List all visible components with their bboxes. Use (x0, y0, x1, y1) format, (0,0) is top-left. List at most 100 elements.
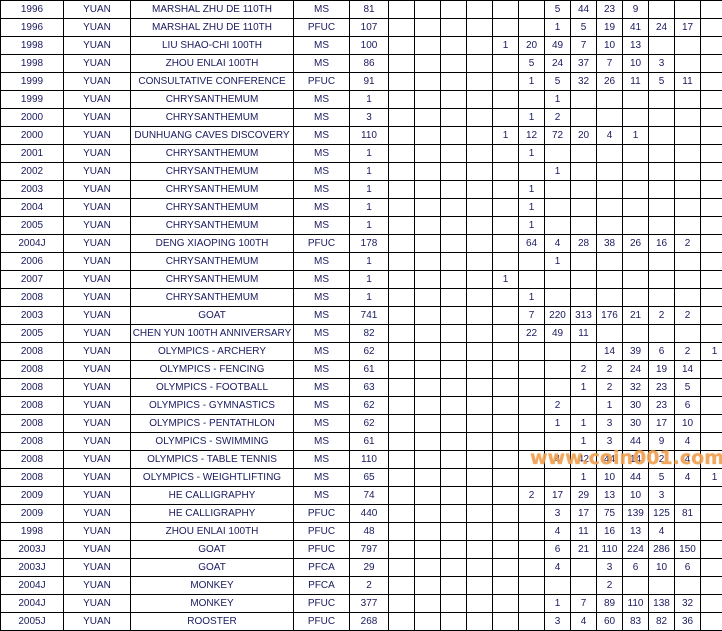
cell-grade-8: 313 (571, 307, 597, 325)
cell-grade-1 (389, 433, 415, 451)
cell-grade-12: 36 (675, 613, 701, 631)
cell-grade-1 (389, 235, 415, 253)
cell-total: 61 (350, 433, 389, 451)
cell-grade-12 (675, 271, 701, 289)
cell-grade-1 (389, 271, 415, 289)
cell-grade-3 (441, 613, 467, 631)
cell-grade-5 (493, 541, 519, 559)
cell-grade-9: 3 (597, 559, 623, 577)
cell-grade-8: 21 (571, 541, 597, 559)
cell-grade-10: 44 (623, 469, 649, 487)
cell-grade-11: 23 (649, 379, 675, 397)
cell-type: PFUC (294, 73, 350, 91)
cell-type: MS (294, 469, 350, 487)
cell-grade-5 (493, 523, 519, 541)
cell-total: 1 (350, 145, 389, 163)
cell-grade-3 (441, 253, 467, 271)
cell-year: 1996 (1, 19, 64, 37)
cell-year: 2008 (1, 343, 64, 361)
cell-grade-3 (441, 127, 467, 145)
cell-grade-7: 49 (545, 325, 571, 343)
cell-description: CHRYSANTHEMUM (131, 217, 294, 235)
cell-description: OLYMPICS - GYMNASTICS (131, 397, 294, 415)
cell-grade-5 (493, 235, 519, 253)
cell-grade-9 (597, 289, 623, 307)
cell-grade-4 (467, 361, 493, 379)
cell-grade-13 (701, 55, 722, 73)
cell-grade-4 (467, 433, 493, 451)
cell-total: 107 (350, 19, 389, 37)
cell-grade-3 (441, 433, 467, 451)
cell-grade-3 (441, 577, 467, 595)
cell-grade-6 (519, 451, 545, 469)
cell-grade-10: 14 (623, 451, 649, 469)
cell-grade-2 (415, 505, 441, 523)
cell-grade-10: 21 (623, 307, 649, 325)
cell-grade-13 (701, 19, 722, 37)
cell-grade-1 (389, 19, 415, 37)
cell-grade-4 (467, 379, 493, 397)
cell-grade-4 (467, 127, 493, 145)
cell-grade-11: 125 (649, 505, 675, 523)
cell-grade-5 (493, 73, 519, 91)
cell-grade-8: 7 (571, 37, 597, 55)
cell-description: HE CALLIGRAPHY (131, 505, 294, 523)
cell-grade-3 (441, 145, 467, 163)
cell-grade-1 (389, 487, 415, 505)
cell-grade-8 (571, 91, 597, 109)
cell-grade-11: 4 (649, 523, 675, 541)
cell-grade-10 (623, 217, 649, 235)
cell-grade-11 (649, 1, 675, 19)
cell-grade-7 (545, 217, 571, 235)
cell-denomination: YUAN (64, 397, 131, 415)
cell-denomination: YUAN (64, 487, 131, 505)
cell-grade-7: 4 (545, 451, 571, 469)
cell-grade-4 (467, 469, 493, 487)
cell-grade-5 (493, 469, 519, 487)
cell-year: 2009 (1, 505, 64, 523)
cell-grade-7 (545, 577, 571, 595)
cell-grade-10: 6 (623, 559, 649, 577)
cell-grade-6: 1 (519, 109, 545, 127)
cell-grade-11 (649, 253, 675, 271)
cell-grade-13 (701, 181, 722, 199)
cell-grade-7: 5 (545, 73, 571, 91)
cell-year: 2004 (1, 199, 64, 217)
cell-grade-6: 7 (519, 307, 545, 325)
cell-grade-12 (675, 487, 701, 505)
cell-grade-9: 4 (597, 127, 623, 145)
cell-grade-2 (415, 289, 441, 307)
cell-grade-6 (519, 415, 545, 433)
cell-total: 1 (350, 271, 389, 289)
cell-grade-6 (519, 271, 545, 289)
cell-grade-7: 2 (545, 109, 571, 127)
cell-type: PFCA (294, 559, 350, 577)
cell-grade-11 (649, 145, 675, 163)
cell-grade-12 (675, 253, 701, 271)
cell-year: 2003J (1, 541, 64, 559)
cell-grade-4 (467, 487, 493, 505)
cell-grade-12 (675, 109, 701, 127)
cell-grade-9: 110 (597, 541, 623, 559)
cell-type: MS (294, 487, 350, 505)
cell-grade-5 (493, 379, 519, 397)
cell-grade-12: 6 (675, 397, 701, 415)
cell-grade-11: 19 (649, 361, 675, 379)
cell-year: 2008 (1, 397, 64, 415)
cell-year: 2003 (1, 307, 64, 325)
cell-total: 91 (350, 73, 389, 91)
cell-denomination: YUAN (64, 595, 131, 613)
cell-grade-4 (467, 451, 493, 469)
cell-grade-2 (415, 379, 441, 397)
cell-denomination: YUAN (64, 559, 131, 577)
cell-grade-12: 2 (675, 235, 701, 253)
cell-grade-7: 72 (545, 127, 571, 145)
cell-grade-13 (701, 307, 722, 325)
cell-denomination: YUAN (64, 73, 131, 91)
cell-grade-3 (441, 469, 467, 487)
